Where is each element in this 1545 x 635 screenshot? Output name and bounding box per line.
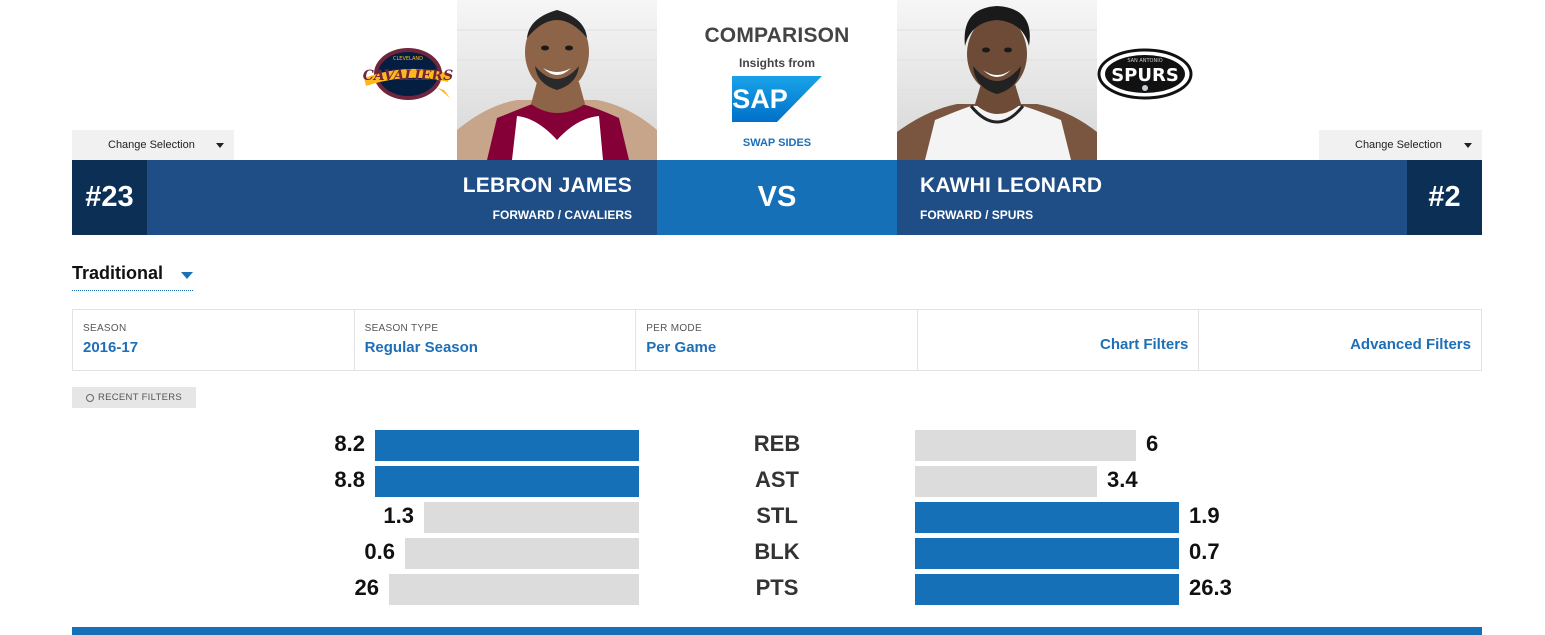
comparison-title: COMPARISON (704, 24, 850, 47)
filter-caption: SEASON TYPE (364, 323, 439, 334)
bar-left-stl (424, 502, 639, 533)
player-left-position: FORWARD / CAVALIERS (492, 208, 632, 222)
stat-mode-dropdown[interactable]: Traditional (72, 263, 194, 291)
sap-logo-text: SAP (732, 84, 788, 114)
value-right-stl: 1.9 (1189, 503, 1220, 528)
player-right-photo (897, 0, 1097, 160)
change-selection-left[interactable]: Change Selection (72, 130, 234, 160)
filter-value[interactable]: Regular Season (364, 339, 478, 356)
stat-row-reb: 8.2 REB 6 (0, 428, 1545, 461)
clock-icon (85, 393, 94, 402)
sap-logo[interactable]: SAP (732, 76, 822, 122)
chevron-down-icon (181, 272, 194, 279)
stat-label-stl: STL (756, 503, 798, 528)
cavaliers-logo-text: CAVALIERS (363, 68, 453, 84)
value-left-reb: 8.2 (334, 431, 365, 456)
filter-caption: PER MODE (646, 323, 702, 334)
stat-mode-label: Traditional (72, 263, 164, 283)
cavaliers-logo-subtext: CLEVELAND (393, 56, 423, 62)
chart-filters-link[interactable]: Chart Filters (1100, 336, 1189, 353)
spurs-logo-subtext: SAN ANTONIO (1127, 58, 1162, 64)
player-left-photo (457, 0, 657, 160)
bar-left-pts (389, 574, 639, 605)
filter-caption: SEASON (83, 323, 127, 334)
stat-label-pts: PTS (755, 575, 799, 600)
value-right-pts: 26.3 (1189, 575, 1232, 600)
bar-right-stl (915, 502, 1179, 533)
bar-right-pts (915, 574, 1179, 605)
change-selection-right[interactable]: Change Selection (1319, 130, 1482, 160)
player-right-name[interactable]: KAWHI LEONARD (920, 174, 1103, 197)
player-left-name[interactable]: LEBRON JAMES (462, 174, 632, 197)
player-name-bar: #23 LEBRON JAMES FORWARD / CAVALIERS VS … (72, 160, 1482, 235)
filter-value[interactable]: 2016-17 (83, 339, 139, 356)
change-selection-left-label: Change Selection (108, 139, 195, 151)
spurs-logo-text: SPURS (1111, 65, 1179, 86)
stat-comparison-chart: 8.2 REB 6 8.8 AST 3.4 1.3 STL 1.9 0.6 BLK 0.7 26 PTS 2… (0, 428, 1545, 608)
bar-right-ast (915, 466, 1097, 497)
bar-left-reb (375, 430, 639, 461)
value-right-reb: 6 (1146, 431, 1159, 456)
filter-season[interactable]: SEASON 2016-17 (73, 310, 355, 370)
insights-label: Insights from (738, 56, 815, 70)
swap-sides-link[interactable]: SWAP SIDES (742, 137, 812, 149)
spurs-logo: SPURS SAN ANTONIO (1097, 48, 1193, 100)
value-right-blk: 0.7 (1189, 539, 1220, 564)
chevron-down-icon (216, 143, 224, 148)
change-selection-right-label: Change Selection (1355, 139, 1442, 151)
recent-filters-button[interactable]: RECENT FILTERS (72, 387, 196, 408)
comparison-center: COMPARISON Insights from SAP SWAP SIDES (657, 0, 897, 160)
vs-label: VS (657, 160, 897, 235)
player-right-position: FORWARD / SPURS (920, 208, 1034, 222)
bar-right-reb (915, 430, 1136, 461)
comparison-hero: CAVALIERS CLEVELAND (0, 0, 1545, 235)
filter-value[interactable]: Per Game (646, 339, 717, 356)
player-right-number: #2 (1407, 160, 1482, 235)
bar-right-blk (915, 538, 1179, 569)
advanced-filters-cell: Advanced Filters (1199, 310, 1481, 370)
recent-filters-label: RECENT FILTERS (97, 392, 183, 403)
stat-label-blk: BLK (754, 539, 800, 564)
filter-per-mode[interactable]: PER MODE Per Game (636, 310, 918, 370)
advanced-filters-link[interactable]: Advanced Filters (1350, 336, 1471, 353)
stat-row-stl: 1.3 STL 1.9 (0, 500, 1545, 533)
bottom-divider (72, 627, 1482, 635)
stat-label-reb: REB (753, 431, 801, 456)
chart-filters-cell: Chart Filters (918, 310, 1200, 370)
filter-season-type[interactable]: SEASON TYPE Regular Season (355, 310, 637, 370)
stat-row-ast: 8.8 AST 3.4 (0, 464, 1545, 497)
player-left-number: #23 (72, 160, 147, 235)
chevron-down-icon (1464, 143, 1472, 148)
filters-bar: SEASON 2016-17 SEASON TYPE Regular Seaso… (72, 309, 1482, 371)
value-right-ast: 3.4 (1107, 467, 1138, 492)
value-left-pts: 26 (354, 575, 379, 600)
value-left-blk: 0.6 (364, 539, 395, 564)
value-left-stl: 1.3 (383, 503, 414, 528)
bar-left-ast (375, 466, 639, 497)
stat-row-blk: 0.6 BLK 0.7 (0, 536, 1545, 569)
stat-row-pts: 26 PTS 26.3 (0, 572, 1545, 605)
stat-label-ast: AST (755, 467, 799, 492)
value-left-ast: 8.8 (334, 467, 365, 492)
bar-left-blk (405, 538, 639, 569)
cavaliers-logo: CAVALIERS CLEVELAND (358, 44, 456, 104)
